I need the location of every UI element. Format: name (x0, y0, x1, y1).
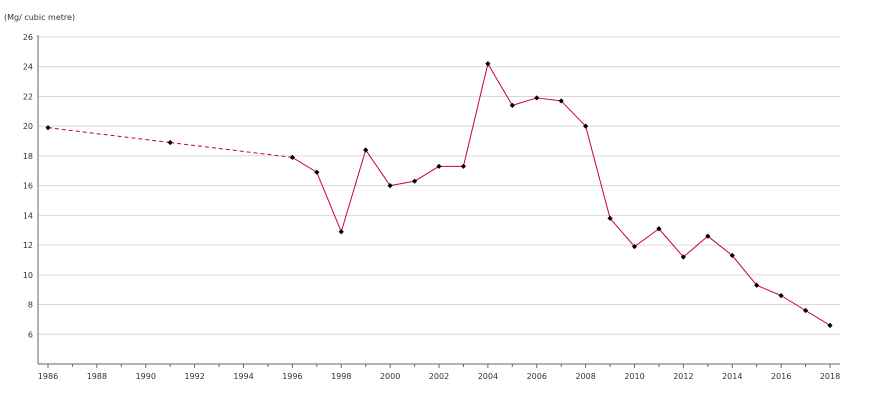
y-axis-unit-label: (Mg/ cubic metre) (4, 13, 75, 22)
line-segment (47, 127, 171, 144)
y-tick-label: 22 (23, 92, 33, 101)
y-tick-label: 24 (23, 63, 33, 72)
data-point (680, 254, 686, 260)
line-segment (536, 97, 562, 102)
data-point (705, 233, 711, 239)
x-tick-label: 2004 (478, 372, 498, 381)
line-segment (487, 63, 513, 106)
data-point (314, 169, 320, 175)
data-point (583, 123, 589, 129)
line-segment (390, 180, 415, 187)
line-segment (316, 172, 342, 232)
line-segment (707, 235, 733, 256)
data-point (167, 139, 173, 146)
x-tick-label: 1986 (38, 372, 58, 381)
line-segment (365, 149, 391, 186)
line-segment (658, 228, 684, 258)
data-point (338, 229, 344, 235)
data-point (45, 125, 51, 131)
data-point (387, 183, 393, 189)
x-tick-label: 1994 (233, 372, 253, 381)
data-point (631, 243, 638, 250)
data-markers (45, 61, 833, 328)
data-point (827, 322, 833, 328)
data-point (289, 154, 295, 160)
data-point (460, 163, 467, 169)
line-segment (756, 284, 782, 297)
data-point (558, 98, 564, 104)
line-segment (609, 218, 635, 247)
x-tick-label: 2014 (722, 372, 742, 381)
data-point (363, 147, 369, 153)
data-point (778, 293, 784, 299)
y-tick-label: 8 (28, 301, 33, 310)
data-point (485, 61, 491, 67)
line-segment (560, 100, 586, 127)
y-tick-label: 16 (23, 182, 33, 191)
data-point (436, 163, 442, 169)
x-tick-label: 1992 (184, 372, 204, 381)
data-point (802, 307, 809, 314)
y-tick-labels: 6 8 10 12 14 16 18 20 22 24 26 (23, 33, 33, 339)
y-tick-label: 12 (23, 241, 33, 250)
y-tick-label: 20 (23, 122, 33, 131)
data-point (534, 95, 540, 101)
axes (37, 35, 840, 368)
data-point (607, 215, 613, 221)
line-segment (170, 142, 293, 158)
x-tick-label: 2006 (527, 372, 547, 381)
line-segment (683, 235, 709, 258)
line-segment (585, 126, 611, 219)
x-tick-label: 2008 (575, 372, 595, 381)
y-tick-label: 6 (28, 330, 33, 339)
y-tick-label: 14 (23, 211, 33, 220)
x-tick-label: 1988 (87, 372, 107, 381)
data-point (509, 102, 515, 108)
data-point (656, 226, 662, 232)
data-point (729, 252, 735, 259)
x-tick-label: 2002 (429, 372, 449, 381)
line-segment (512, 97, 537, 106)
line-segment (340, 149, 367, 232)
x-tick-labels: 1986 1988 1990 1992 1994 1996 1998 2000 2002 2004… (38, 372, 840, 381)
data-point (411, 178, 418, 184)
x-tick-label: 1990 (136, 372, 156, 381)
line-segment (462, 63, 489, 167)
line-segment (780, 295, 806, 311)
line-segment (731, 255, 758, 286)
data-line (47, 63, 831, 326)
x-tick-label: 2000 (380, 372, 400, 381)
data-point (754, 282, 760, 288)
gridlines (38, 36, 840, 335)
line-segment (634, 228, 660, 247)
x-tick-label: 1998 (331, 372, 351, 381)
y-tick-label: 10 (23, 271, 33, 280)
line-segment (292, 156, 318, 173)
x-tick-label: 2012 (673, 372, 693, 381)
x-tick-label: 2018 (820, 372, 840, 381)
line-segment (805, 310, 831, 326)
x-tick-label: 2016 (771, 372, 791, 381)
y-tick-label: 18 (23, 152, 33, 161)
x-tick-label: 1996 (282, 372, 302, 381)
line-segment (414, 165, 440, 182)
y-tick-label: 26 (23, 33, 33, 42)
x-tick-label: 2010 (624, 372, 644, 381)
